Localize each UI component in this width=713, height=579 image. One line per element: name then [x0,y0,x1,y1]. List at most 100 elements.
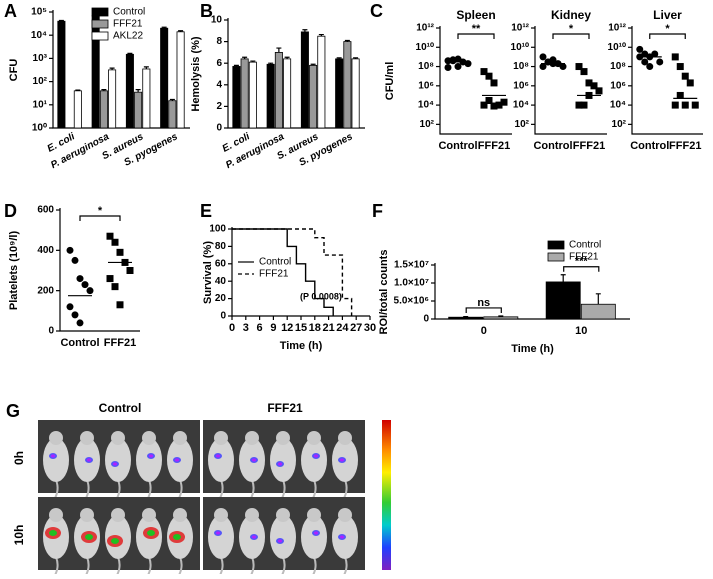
x-tick-label: FFF21 [669,140,701,152]
x-tick-label: Control [438,140,477,152]
subplot-title: Kidney [551,8,591,22]
bar [483,316,519,320]
legend-swatch [547,240,565,250]
point [111,283,119,291]
point [636,45,644,53]
mouse-body [136,438,162,482]
bar [580,303,616,320]
mouse-head [111,431,125,445]
mouse-body [208,438,234,482]
y-tick-label: 10³ [33,53,48,64]
signal [87,458,91,462]
y-tick-label: 0 [48,326,54,337]
axis [231,227,370,317]
legend-label: Control [113,7,145,18]
signal [51,454,55,458]
point [480,68,488,76]
signal [340,458,344,462]
bar [300,31,309,129]
significance-bracket [79,215,121,221]
x-tick-label: 27 [350,322,362,334]
mouse-body [301,515,327,559]
signal [314,454,318,458]
point [444,63,452,71]
signal [173,534,181,540]
y-axis-label: CFU [8,59,20,82]
error-bar [143,66,149,69]
y-tick-label: 10² [33,76,48,87]
panel-letter: G [6,401,20,421]
x-tick-label: FFF21 [104,337,136,349]
signal [216,531,220,535]
subplot-title: Liver [653,8,682,22]
x-tick-label: FFF21 [573,140,605,152]
point [585,79,593,87]
mouse-head [307,508,321,522]
bar [134,91,143,129]
error-bar [250,60,256,63]
legend-swatch [91,31,109,41]
mouse-body [105,438,131,482]
panel-letter: A [4,1,17,21]
error-bar [101,89,107,91]
y-tick-label: 6 [216,58,222,69]
y-tick-label: 0 [220,311,226,322]
bar [176,31,185,129]
mouse-head [338,508,352,522]
point [676,63,684,71]
image-panel [38,420,365,578]
legend-label: FFF21 [259,269,289,280]
error-bar [284,56,290,59]
error-bar [58,19,64,22]
mouse-head [111,508,125,522]
x-tick-label: 15 [295,322,307,334]
significance-label: * [569,23,574,35]
point [671,53,679,61]
y-axis-label: ROI/total counts [378,250,390,335]
bar [343,41,352,129]
subplot-title: Spleen [456,8,495,22]
bar [317,35,326,129]
error-bar [310,63,316,66]
mouse-body [270,515,296,559]
point [595,87,603,95]
bar [240,58,249,129]
point [86,287,94,295]
point [549,56,557,64]
panel-letter: C [370,1,383,21]
signal [113,462,117,466]
error-bar [560,274,566,282]
y-tick-label: 10¹⁰ [416,42,434,53]
point [646,63,654,71]
mouse-head [307,431,321,445]
bar [142,68,151,129]
y-tick-label: 0 [423,314,429,325]
signal [175,458,179,462]
y-tick-label: 10¹⁰ [608,42,626,53]
y-tick-label: 8 [216,36,222,47]
legend-label: Control [259,257,291,268]
x-tick-label: 0 [229,322,235,334]
point [580,68,588,76]
point [81,281,89,289]
point [106,232,114,240]
row-label: 0h [12,451,26,465]
signal [278,462,282,466]
significance-label: * [98,205,103,217]
point [76,275,84,283]
mouse-head [214,508,228,522]
signal [314,531,318,535]
point [686,79,694,87]
bar [266,63,275,129]
y-tick-label: 10⁵ [31,7,47,18]
error-bar [242,56,248,59]
significance-bracket [465,307,502,313]
mouse-head [338,431,352,445]
axis [631,26,703,135]
legend-label: AKL22 [113,31,143,42]
error-bar [135,89,141,93]
y-tick-label: 10⁶ [513,80,529,91]
mouse-body [208,515,234,559]
legend-swatch [547,252,565,262]
